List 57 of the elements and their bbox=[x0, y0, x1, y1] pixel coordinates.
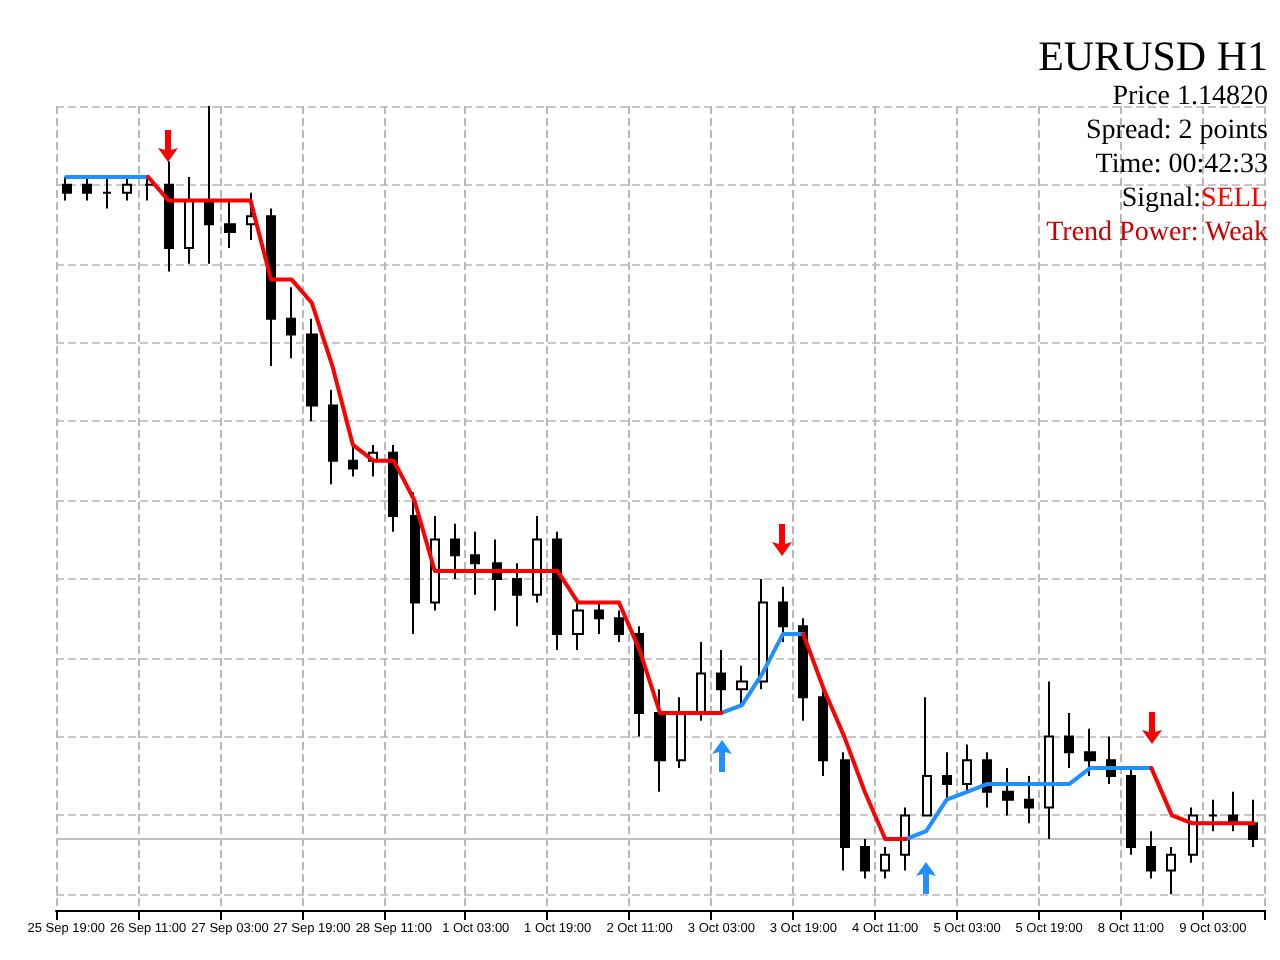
candlestick bbox=[82, 175, 92, 202]
candlestick bbox=[614, 609, 624, 643]
candlestick bbox=[388, 443, 398, 533]
candlestick bbox=[164, 160, 174, 273]
candlestick bbox=[900, 806, 910, 872]
candlestick bbox=[840, 751, 850, 872]
candlestick bbox=[880, 845, 890, 880]
candlestick bbox=[1064, 711, 1074, 770]
annotation: Trend Power: Weak bbox=[1046, 218, 1268, 248]
candlestick bbox=[1166, 845, 1176, 896]
candlestick bbox=[1024, 775, 1034, 825]
candlestick bbox=[758, 577, 768, 691]
candlestick bbox=[1188, 806, 1198, 864]
candlestick bbox=[778, 585, 788, 643]
candlestick bbox=[184, 175, 194, 265]
candlestick bbox=[512, 562, 522, 628]
candlestick bbox=[676, 696, 686, 770]
candlestick bbox=[716, 648, 726, 714]
candlestick bbox=[122, 175, 132, 202]
candlestick bbox=[266, 207, 276, 368]
candlestick bbox=[696, 641, 706, 722]
candlestick bbox=[1208, 798, 1218, 833]
candlestick bbox=[736, 664, 748, 707]
candlestick bbox=[532, 514, 542, 604]
candlestick bbox=[552, 530, 562, 651]
candlestick bbox=[654, 688, 666, 793]
annotation: Signal: bbox=[1121, 184, 1202, 214]
candlestick bbox=[1002, 767, 1014, 817]
candlestick bbox=[470, 530, 480, 596]
candlestick bbox=[962, 743, 972, 793]
candlestick bbox=[818, 688, 828, 777]
candlestick bbox=[224, 199, 236, 249]
candlestick bbox=[1146, 830, 1156, 880]
candlestick bbox=[942, 751, 952, 801]
candlestick bbox=[348, 443, 358, 478]
candlestick bbox=[594, 601, 604, 636]
candlestick bbox=[1126, 767, 1136, 856]
candlestick bbox=[1084, 727, 1096, 777]
candlestick bbox=[328, 388, 338, 486]
candlestick bbox=[306, 317, 318, 423]
candlestick bbox=[1044, 680, 1054, 841]
candlestick bbox=[922, 696, 932, 817]
candlestick bbox=[62, 175, 72, 202]
candlestick bbox=[450, 522, 460, 580]
candlestick bbox=[572, 601, 584, 651]
annotation: Time: 00:42:33 bbox=[1095, 150, 1268, 180]
candlestick bbox=[144, 175, 154, 202]
candlestick bbox=[860, 838, 870, 880]
candlestick bbox=[1248, 798, 1258, 848]
annotation: Spread: 2 points bbox=[1086, 116, 1268, 146]
candlestick bbox=[286, 286, 296, 360]
chart-title: EURUSD H1 bbox=[1038, 32, 1268, 80]
candlestick bbox=[102, 175, 112, 210]
annotation: SELL bbox=[1201, 184, 1268, 214]
candlestick bbox=[204, 105, 214, 265]
candlestick bbox=[410, 491, 420, 636]
annotation: Price 1.14820 bbox=[1112, 82, 1268, 112]
